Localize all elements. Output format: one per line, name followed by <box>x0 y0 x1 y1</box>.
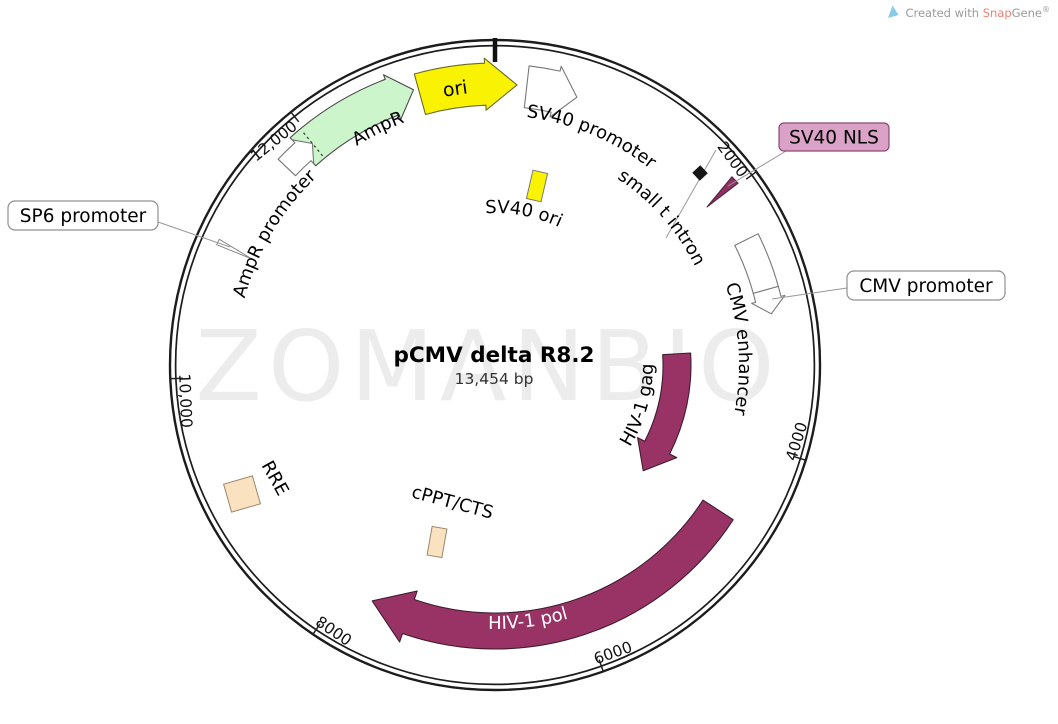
feature-cppt-cts-label: cPPT/CTS <box>409 482 495 524</box>
feature-small-t-intron-leader-line <box>665 149 717 239</box>
feature-sv40-ori <box>525 169 549 203</box>
tick-6000-label: 6000 <box>591 638 634 668</box>
tick-2000-mark <box>745 170 758 180</box>
callout-cmv-promoter-leader-line <box>771 287 848 300</box>
tick-4000-mark <box>793 455 807 462</box>
plasmid-title: pCMV delta R8.2 <box>394 343 595 368</box>
callout-sv40-nls-box <box>778 122 890 152</box>
callout-sp6-promoter-leader-line <box>157 221 231 248</box>
feature-hiv-1-gag <box>637 352 692 472</box>
feature-sv40-promoter <box>523 65 578 118</box>
features-layer <box>216 57 786 650</box>
callouts-layer: SP6 promoter SV40 NLS CMV promoter <box>7 122 1006 301</box>
callout-sp6-promoter-box <box>7 200 159 231</box>
feature-cppt-cts <box>426 525 448 559</box>
tick-8000-mark <box>311 623 321 636</box>
callout-cmv-promoter-box <box>846 270 1006 301</box>
callout-sv40-nls-leader-line <box>727 150 787 187</box>
tick-6000-mark <box>598 659 605 673</box>
feature-ori <box>413 57 518 116</box>
feature-sv40-ori-label: SV40 ori <box>485 197 566 232</box>
callout-cmv-promoter-label: CMV promoter <box>859 276 993 297</box>
callout-sp6-promoter-label: SP6 promoter <box>20 206 147 227</box>
plasmid-size: 13,454 bp <box>455 370 534 388</box>
snapgene-credit: Created with SnapGene® <box>887 5 1050 20</box>
tick-10000-mark <box>169 377 183 380</box>
feature-sv40-nls <box>706 176 739 208</box>
callout-sv40-nls-label: SV40 NLS <box>789 128 879 149</box>
feature-cmv-promoter <box>751 285 786 315</box>
feature-ampr-promoter-label: AmpR promoter <box>229 165 320 300</box>
credit-text: Created with SnapGene® <box>905 5 1050 20</box>
feature-rre-label: RRE <box>257 457 293 499</box>
tick-10000-label: 10,000 <box>175 373 195 428</box>
feature-hiv-1-pol <box>371 499 734 650</box>
feature-ampr-promoter <box>277 139 315 177</box>
feature-sv40-promoter-label: SV40 promoter <box>526 101 661 173</box>
backbone-layer <box>168 38 822 692</box>
tick-8000-label: 8000 <box>312 613 355 650</box>
feature-ori-label: ori <box>441 76 469 101</box>
feature-sp6-promoter <box>216 238 253 260</box>
tick-12000-mark <box>289 110 300 123</box>
feature-ampr <box>289 74 415 167</box>
feature-rre <box>222 475 262 513</box>
feature-small-t-intron-label: small t intron <box>614 165 709 269</box>
feature-small-t-intron <box>692 165 708 181</box>
snapgene-logo-icon <box>888 5 899 19</box>
